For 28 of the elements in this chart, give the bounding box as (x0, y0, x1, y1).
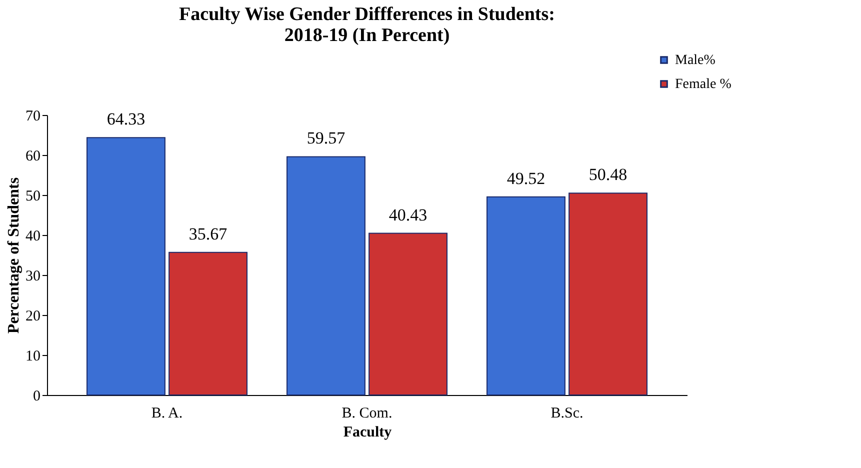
data-label: 40.43 (388, 205, 428, 224)
y-tick-label: 50 (26, 188, 40, 204)
y-tick-label: 10 (26, 348, 40, 364)
y-tick-label: 0 (33, 388, 40, 404)
bar (168, 252, 248, 396)
x-tick-label: B. A. (151, 406, 183, 422)
data-label: 49.52 (506, 168, 546, 188)
chart-title: Faculty Wise Gender Diffferences in Students: 2018-19 (In Percent) (179, 4, 555, 46)
data-label: 64.33 (106, 110, 146, 129)
bar (486, 196, 566, 396)
data-label: 59.57 (306, 128, 346, 148)
data-label: 35.67 (188, 224, 228, 244)
bar (286, 156, 366, 396)
y-tick-label: 20 (26, 308, 40, 324)
x-axis-title: Faculty (343, 424, 392, 440)
bar (86, 137, 166, 396)
data-label: 50.48 (588, 165, 628, 184)
legend-label: Male% (675, 53, 716, 68)
x-tick-label: B.Sc. (550, 406, 584, 422)
legend-label: Female % (675, 77, 732, 92)
y-tick-label: 70 (26, 108, 40, 124)
bar (568, 192, 648, 396)
y-tick-label: 30 (26, 268, 40, 284)
bar (368, 232, 448, 396)
y-tick-label: 40 (26, 228, 40, 244)
x-tick-label: B. Com. (342, 406, 392, 422)
y-axis-title: Percentage of Students (6, 177, 22, 334)
y-tick-label: 60 (26, 148, 40, 164)
